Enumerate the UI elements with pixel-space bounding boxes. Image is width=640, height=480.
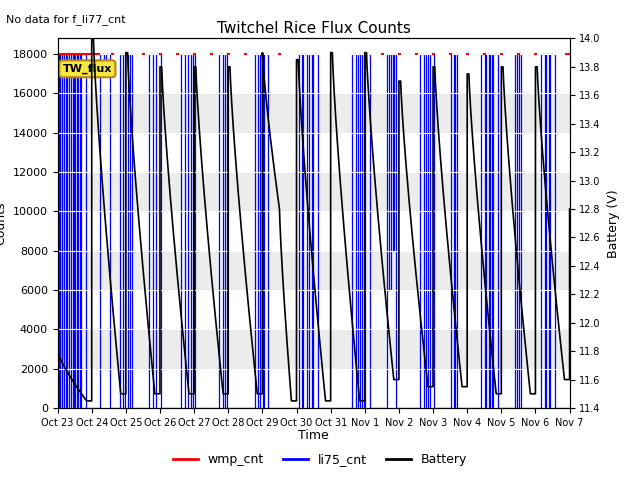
Text: TW_flux: TW_flux	[63, 64, 112, 74]
Bar	[58, 172, 570, 211]
Text: No data for f_li77_cnt: No data for f_li77_cnt	[6, 14, 126, 25]
Legend: wmp_cnt, li75_cnt, Battery: wmp_cnt, li75_cnt, Battery	[168, 448, 472, 471]
X-axis label: Time: Time	[298, 429, 329, 442]
Title: Twitchel Rice Flux Counts: Twitchel Rice Flux Counts	[217, 21, 410, 36]
Y-axis label: Battery (V): Battery (V)	[607, 189, 620, 257]
Y-axis label: Counts: Counts	[0, 202, 7, 245]
Bar	[58, 329, 570, 369]
Bar	[58, 94, 570, 133]
Bar	[58, 251, 570, 290]
